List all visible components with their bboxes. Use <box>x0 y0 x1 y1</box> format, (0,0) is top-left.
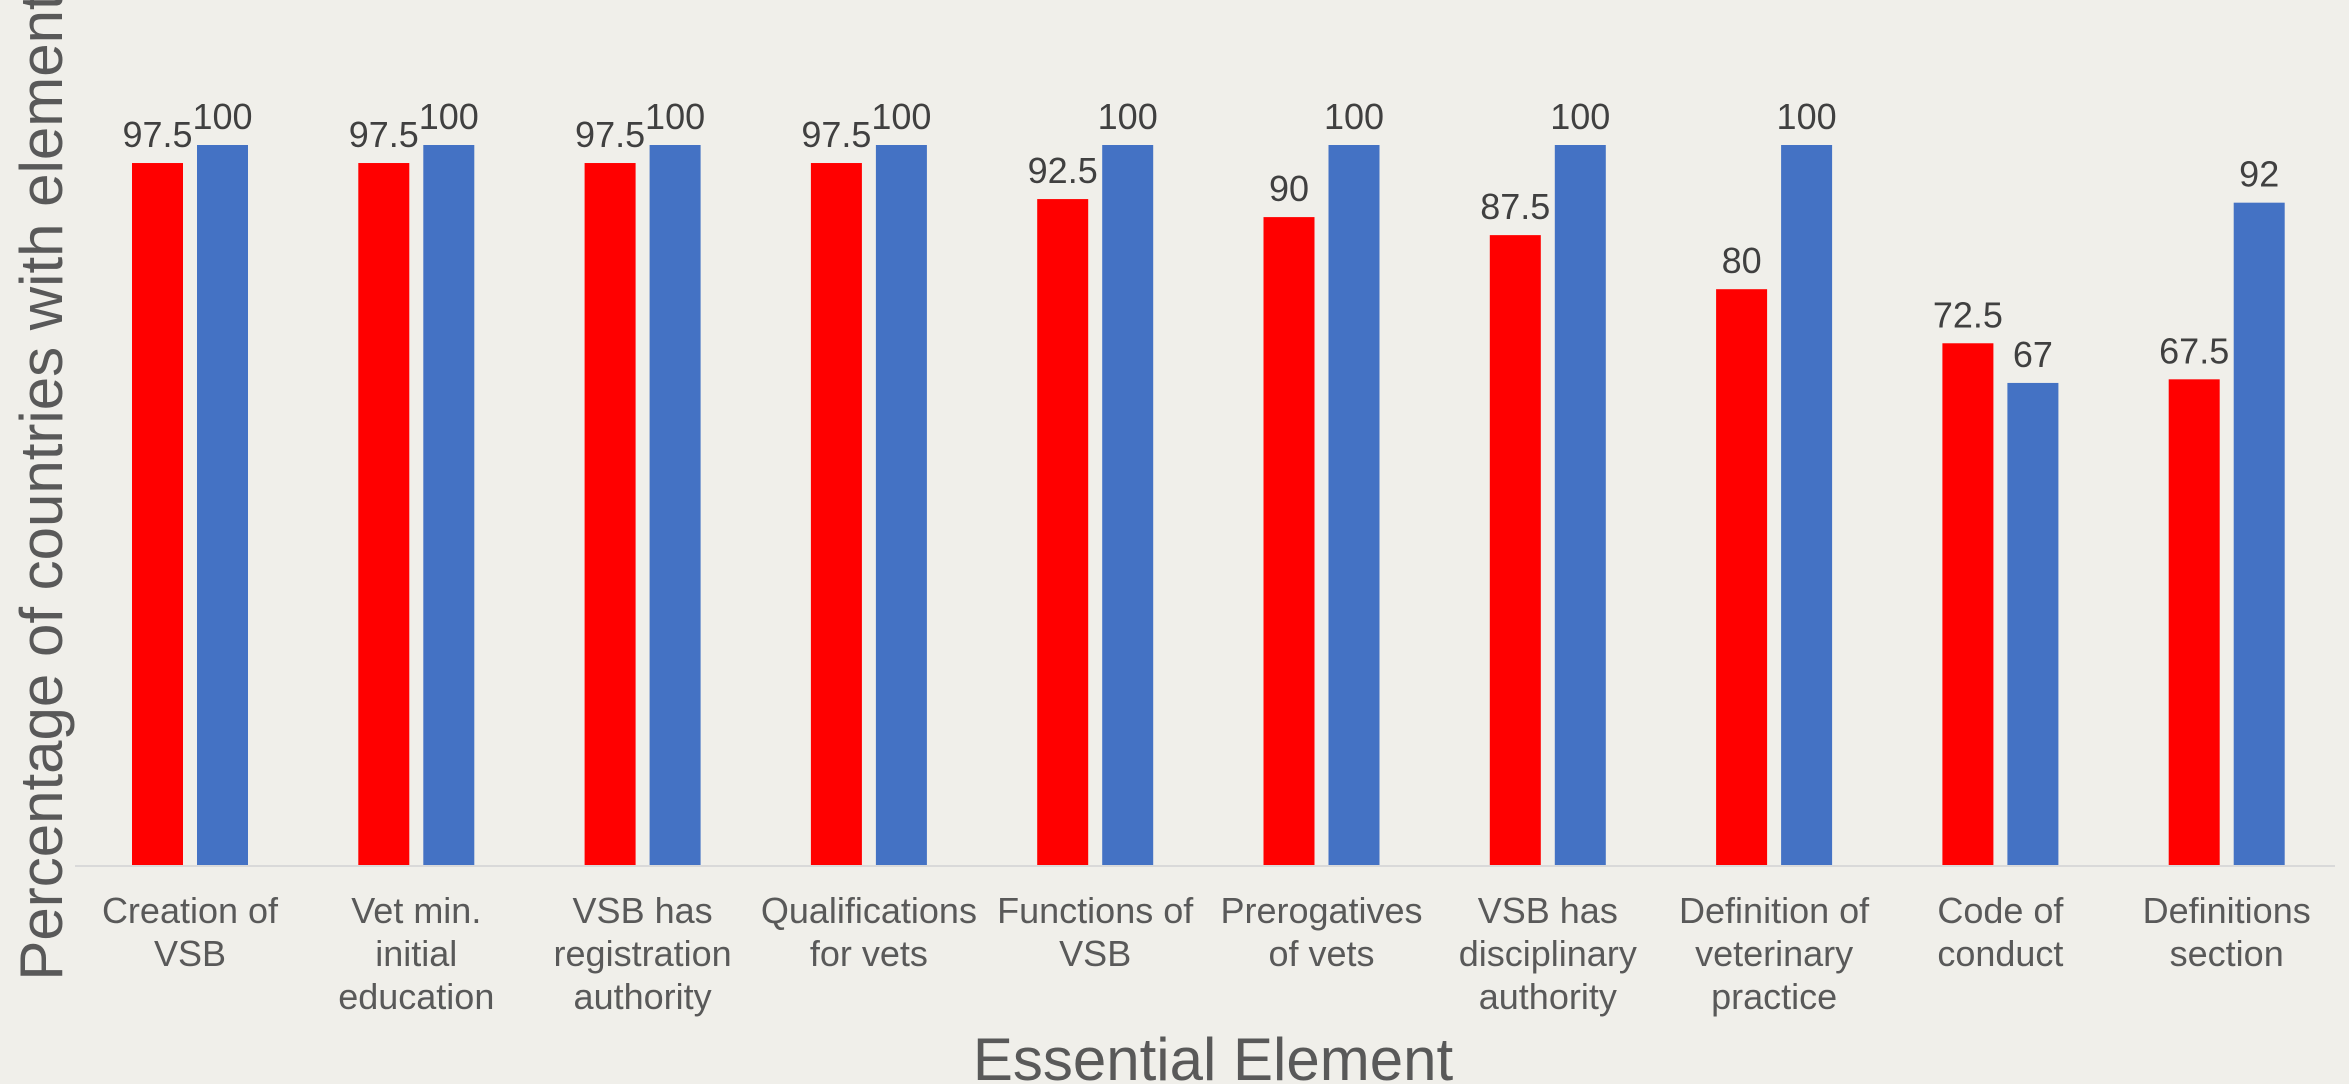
category-label-line: Definition of <box>1679 890 1870 931</box>
value-label-series1-5: 92.5 <box>1028 150 1098 191</box>
category-label-4: Qualifications for vets <box>761 890 977 974</box>
category-label-1: Creation of VSB <box>102 890 279 974</box>
category-label-line: Vet min. <box>351 890 481 931</box>
value-label-series1-2: 97.5 <box>349 114 419 155</box>
bar-series1-2 <box>358 163 410 866</box>
value-label-series2-4: 100 <box>871 96 931 137</box>
category-label-line: authority <box>574 976 712 1017</box>
bar-series2-1 <box>197 145 248 866</box>
value-label-series2-6: 100 <box>1324 96 1384 137</box>
value-label-series2-1: 100 <box>192 96 252 137</box>
category-label-7: VSB has disciplinary authority <box>1459 890 1637 1017</box>
category-label-line: of vets <box>1268 933 1374 974</box>
bars-group <box>132 145 2285 867</box>
value-label-series1-8: 80 <box>1722 240 1762 281</box>
value-labels-group: 97.5 100 97.5 100 97.5 100 97.5 10092.510090100… <box>122 96 2279 375</box>
value-label-series1-1: 97.5 <box>122 114 192 155</box>
bar-series2-6 <box>1328 145 1380 866</box>
category-label-line: authority <box>1479 976 1617 1017</box>
category-label-line: education <box>338 976 494 1017</box>
bar-series1-3 <box>584 163 636 866</box>
bar-series2-4 <box>875 145 927 866</box>
x-axis-title: Essential Element <box>973 1026 1454 1084</box>
value-label-series2-5: 100 <box>1098 96 1158 137</box>
category-label-5: Functions of VSB <box>997 890 1194 974</box>
bar-series1-5 <box>1037 199 1089 866</box>
category-label-line: Qualifications <box>761 890 977 931</box>
category-label-line: Definitions <box>2143 890 2311 931</box>
category-label-9: Code of conduct <box>1937 890 2064 974</box>
category-label-line: Prerogatives <box>1220 890 1422 931</box>
value-label-series2-8: 100 <box>1777 96 1837 137</box>
bar-series1-8 <box>1716 289 1768 866</box>
category-label-line: VSB <box>154 933 226 974</box>
value-label-series1-10: 67.5 <box>2159 330 2229 371</box>
value-label-series1-3: 97.5 <box>575 114 645 155</box>
category-label-line: Creation of <box>102 890 279 931</box>
bar-series1-6 <box>1263 217 1315 867</box>
category-label-10: Definitions section <box>2143 890 2311 974</box>
bar-series1-9 <box>1942 343 1994 866</box>
category-label-3: VSB has registration authority <box>554 890 732 1017</box>
bar-series1-1 <box>132 163 183 866</box>
value-label-series1-4: 97.5 <box>801 114 871 155</box>
bar-series2-10 <box>2233 202 2285 866</box>
category-label-line: registration <box>554 933 732 974</box>
value-label-series2-7: 100 <box>1550 96 1610 137</box>
bar-series2-2 <box>423 145 475 866</box>
category-label-line: conduct <box>1937 933 2063 974</box>
category-label-line: initial <box>375 933 457 974</box>
category-label-2: Vet min. initial education <box>338 890 494 1017</box>
value-label-series2-2: 100 <box>419 96 479 137</box>
category-label-line: for vets <box>810 933 928 974</box>
value-label-series1-7: 87.5 <box>1480 186 1550 227</box>
category-label-line: VSB <box>1059 933 1131 974</box>
category-label-line: Code of <box>1937 890 2064 931</box>
category-label-line: practice <box>1711 976 1837 1017</box>
bar-series1-10 <box>2168 379 2220 866</box>
bar-series1-7 <box>1489 235 1541 866</box>
bar-series2-3 <box>649 145 701 866</box>
category-label-6: Prerogatives of vets <box>1220 890 1422 974</box>
bar-series2-9 <box>2007 382 2059 866</box>
value-label-series1-9: 72.5 <box>1933 294 2003 335</box>
bar-series1-4 <box>810 163 862 866</box>
category-label-8: Definition of veterinary practice <box>1679 890 1870 1017</box>
value-label-series1-6: 90 <box>1269 168 1309 209</box>
bar-series2-8 <box>1781 145 1833 866</box>
value-label-series2-3: 100 <box>645 96 705 137</box>
category-label-line: Functions of <box>997 890 1194 931</box>
category-label-line: disciplinary <box>1459 933 1637 974</box>
value-label-series2-9: 67 <box>2013 334 2053 375</box>
category-label-line: section <box>2170 933 2284 974</box>
value-label-series2-10: 92 <box>2239 154 2279 195</box>
category-label-line: veterinary <box>1695 933 1853 974</box>
bar-series2-5 <box>1102 145 1154 866</box>
bar-series2-7 <box>1554 145 1606 866</box>
category-label-line: VSB has <box>1478 890 1618 931</box>
y-axis-title: Percentage of countries with element <box>8 0 75 981</box>
category-label-line: VSB has <box>573 890 713 931</box>
